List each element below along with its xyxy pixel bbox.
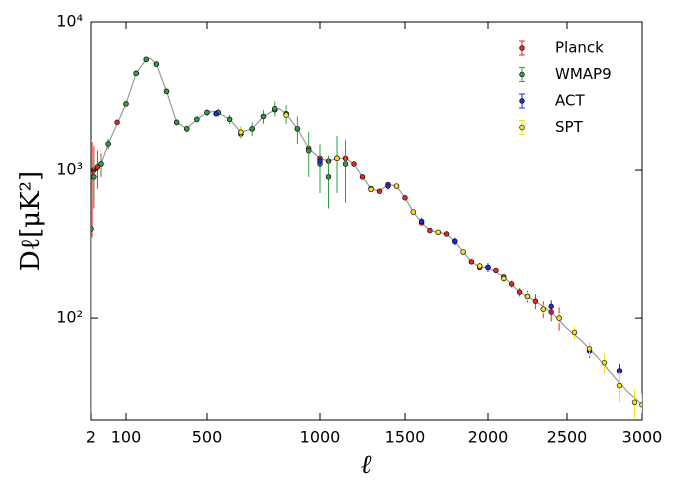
data-point — [94, 164, 101, 170]
legend-label: WMAP9 — [555, 65, 612, 83]
legend-label: SPT — [555, 118, 584, 136]
model-line — [91, 57, 642, 406]
data-point — [368, 186, 374, 193]
data-point — [616, 382, 623, 389]
x-tick-label: 2 — [86, 428, 96, 447]
x-tick-label: 2000 — [468, 428, 509, 447]
data-point — [213, 111, 219, 117]
data-point — [524, 293, 531, 300]
data-point — [393, 183, 400, 189]
data-point — [114, 119, 120, 126]
data-point — [194, 116, 200, 123]
data-point — [91, 174, 97, 180]
data-point — [133, 70, 139, 77]
data-point — [485, 264, 491, 271]
x-tick-label: 3000 — [622, 428, 663, 447]
data-point — [460, 249, 466, 255]
data-point — [294, 126, 301, 132]
data-point — [385, 183, 391, 189]
data-point — [283, 112, 289, 118]
x-tick-label: 1500 — [385, 428, 426, 447]
legend-marker — [519, 45, 525, 51]
data-point — [317, 158, 323, 164]
x-tick-label: 1000 — [300, 428, 341, 447]
data-point — [556, 315, 562, 321]
data-point — [249, 126, 255, 132]
data-point — [306, 148, 312, 154]
legend-marker — [519, 124, 525, 131]
data-point — [540, 306, 546, 312]
data-point — [402, 195, 408, 201]
y-tick-label: 10⁴ — [56, 12, 83, 31]
data-point — [427, 227, 433, 234]
data-point — [509, 281, 515, 287]
x-tick-label: 100 — [111, 428, 142, 447]
data-point — [410, 209, 416, 215]
data-point — [91, 226, 94, 232]
data-point — [184, 126, 190, 132]
data-point — [98, 161, 104, 167]
data-point — [325, 174, 332, 180]
legend-marker — [519, 71, 525, 78]
data-point — [532, 298, 539, 304]
plot-area — [91, 56, 642, 420]
x-tick-label: 500 — [192, 428, 223, 447]
y-tick-label: 10³ — [56, 160, 83, 179]
data-point — [376, 188, 383, 194]
data-point — [163, 88, 170, 95]
data-point — [334, 155, 340, 162]
data-point — [516, 289, 523, 295]
data-point — [351, 161, 357, 167]
data-point — [143, 56, 149, 62]
data-point — [173, 119, 180, 126]
data-point — [468, 259, 475, 265]
data-point — [204, 109, 210, 116]
data-point — [477, 263, 483, 269]
data-point — [272, 105, 278, 112]
data-point — [435, 229, 441, 235]
data-point — [443, 231, 450, 237]
data-point — [105, 141, 111, 147]
data-point — [631, 399, 638, 405]
data-point — [238, 129, 244, 135]
data-point — [418, 218, 425, 225]
data-point — [260, 113, 267, 120]
data-point — [359, 174, 366, 180]
data-point — [601, 359, 608, 366]
y-axis-label: Dℓ[μK²] — [16, 171, 46, 271]
x-axis-label: ℓ — [361, 450, 372, 480]
y-tick-label: 10² — [56, 308, 83, 327]
data-point — [226, 116, 233, 123]
data-point — [571, 329, 578, 336]
data-point — [548, 303, 554, 310]
legend-marker — [519, 98, 525, 104]
legend-label: ACT — [555, 92, 585, 110]
x-tick-label: 2500 — [547, 428, 588, 447]
data-point — [452, 238, 458, 245]
data-point — [501, 275, 507, 282]
data-point — [153, 61, 160, 67]
data-point — [493, 267, 499, 274]
data-point — [123, 101, 129, 107]
data-point — [639, 402, 642, 408]
data-point — [586, 346, 593, 352]
data-point — [342, 161, 349, 167]
legend-label: Planck — [555, 39, 604, 57]
